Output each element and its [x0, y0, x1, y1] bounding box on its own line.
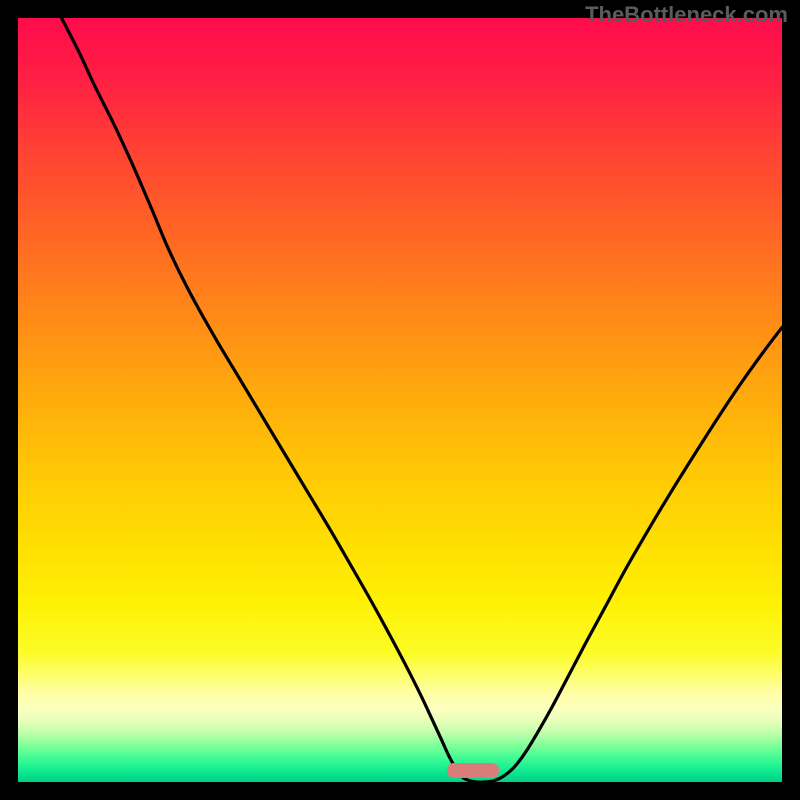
- chart-container: TheBottleneck.com: [0, 0, 800, 800]
- plot-area: [18, 18, 782, 782]
- watermark-text: TheBottleneck.com: [585, 2, 788, 28]
- optimal-range-marker: [447, 763, 499, 778]
- bottleneck-curve-path: [62, 18, 782, 782]
- bottleneck-curve: [18, 18, 782, 782]
